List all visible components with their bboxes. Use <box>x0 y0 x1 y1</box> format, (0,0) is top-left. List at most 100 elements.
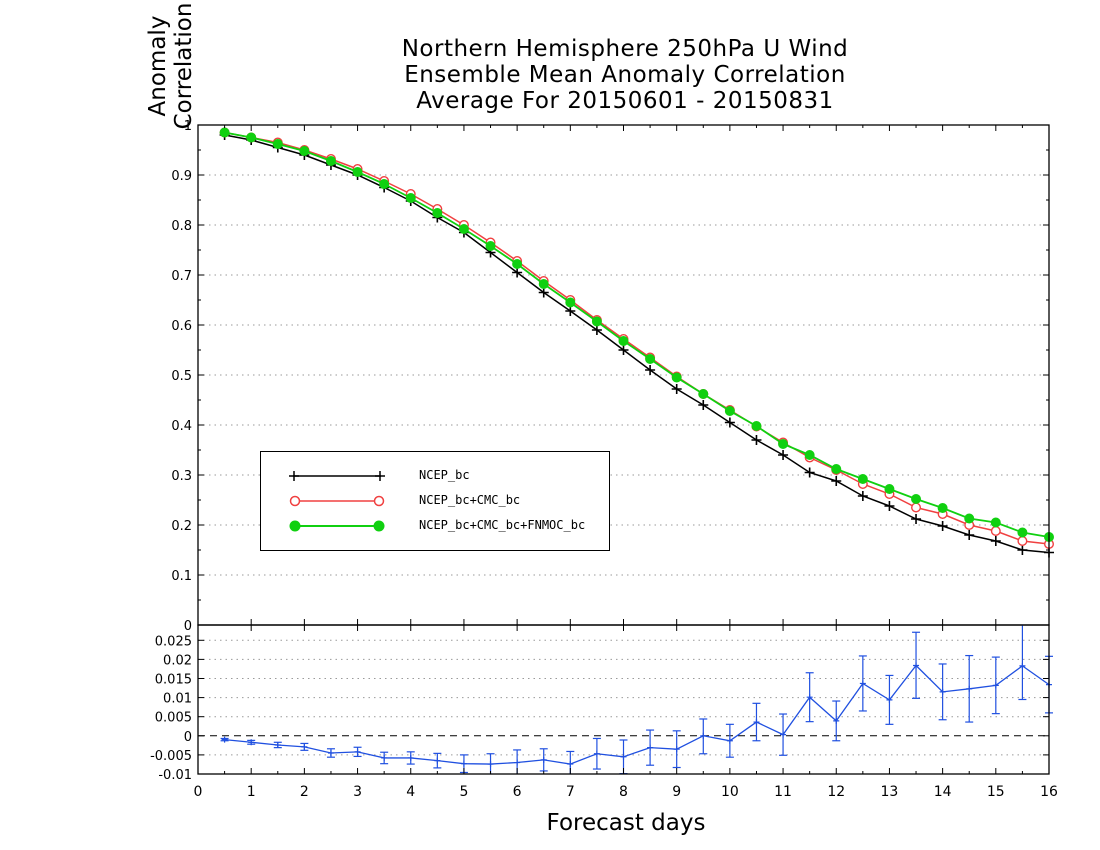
legend-entry-ncep-cmc-fnmoc: NCEP_bc+CMC_bc+FNMOC_bc <box>261 514 609 538</box>
difference-point <box>221 736 228 743</box>
x-tick-label: 13 <box>881 784 899 800</box>
x-tick-label: 9 <box>672 784 681 800</box>
y-tick-label: 0.005 <box>155 711 192 726</box>
difference-point <box>381 754 388 761</box>
difference-point <box>992 682 999 689</box>
x-tick-label: 12 <box>827 784 845 800</box>
y-tick-label: 0.3 <box>171 469 192 484</box>
x-tick-label: 4 <box>406 784 415 800</box>
x-tick-label: 6 <box>513 784 522 800</box>
difference-point <box>806 694 813 701</box>
point-ncep-cmc <box>990 526 1001 537</box>
difference-point <box>620 753 627 760</box>
difference-point <box>248 739 255 746</box>
point-ncep-cmc-fnmoc <box>379 179 390 189</box>
difference-point <box>673 746 680 753</box>
point-ncep <box>724 417 735 428</box>
difference-point <box>966 685 973 692</box>
y-tick-label: 0.5 <box>171 369 192 384</box>
point-ncep-cmc-fnmoc <box>804 450 815 460</box>
difference-line <box>224 664 1050 765</box>
point-ncep-cmc <box>1017 536 1028 547</box>
point-ncep-cmc-fnmoc <box>591 316 602 327</box>
point-ncep-cmc-fnmoc <box>458 224 469 234</box>
point-ncep-cmc-fnmoc <box>698 389 709 399</box>
point-ncep <box>618 345 629 355</box>
point-ncep <box>1017 545 1028 555</box>
legend-label-ncep-cmc-fnmoc: NCEP_bc+CMC_bc+FNMOC_bc <box>419 518 586 532</box>
point-ncep <box>591 325 602 335</box>
legend: NCEP_bc NCEP_bc+CMC_bc NCEP_bc+CMC_bc+FN… <box>260 451 610 551</box>
legend-swatch-ncep <box>289 471 385 481</box>
difference-point <box>567 761 574 768</box>
x-tick-label: 0 <box>194 784 203 800</box>
difference-point <box>1019 662 1026 669</box>
y-tick-label: 0 <box>184 730 192 745</box>
point-ncep <box>565 306 576 316</box>
y-tick-label: 0.01 <box>163 692 192 707</box>
difference-panel: -0.01 -0.005 0 0.005 0.01 0.015 0.02 0.025 <box>150 624 1053 783</box>
point-ncep-cmc-fnmoc <box>325 156 336 166</box>
point-ncep-cmc <box>911 502 922 513</box>
difference-point <box>753 719 760 726</box>
y-tick-label: 0.9 <box>171 169 192 184</box>
point-ncep-cmc-fnmoc <box>724 406 735 416</box>
difference-point <box>540 756 547 763</box>
y-tick-label: 0.2 <box>171 519 192 534</box>
point-ncep <box>698 400 709 410</box>
title-line-1: Northern Hemisphere 250hPa U Wind <box>401 36 849 62</box>
difference-point <box>647 744 654 751</box>
difference-point <box>780 731 787 738</box>
point-ncep-cmc-fnmoc <box>964 513 975 524</box>
x-tick-label: 2 <box>300 784 309 800</box>
point-ncep-cmc-fnmoc <box>857 474 868 484</box>
difference-point <box>327 749 334 756</box>
point-ncep <box>857 491 868 501</box>
y-tick-label: 0.1 <box>171 569 192 584</box>
y-tick-label: 0.6 <box>171 319 192 334</box>
point-ncep-cmc-fnmoc <box>565 297 576 308</box>
difference-point <box>700 732 707 739</box>
point-ncep <box>937 521 948 531</box>
point-ncep-cmc-fnmoc <box>990 517 1001 528</box>
point-ncep <box>990 536 1001 546</box>
difference-point <box>886 696 893 703</box>
title-line-2: Ensemble Mean Anomaly Correlation <box>404 62 846 88</box>
anomaly-correlation-panel: 0 0.1 0.2 0.3 0.4 0.5 0.6 0.7 0.8 0.9 1 <box>171 119 1054 634</box>
point-ncep-cmc-fnmoc <box>432 208 443 218</box>
y-tick-label: -0.005 <box>150 749 192 764</box>
point-ncep-cmc-fnmoc <box>485 241 496 251</box>
y-tick-label: 0.7 <box>171 269 192 284</box>
point-ncep <box>645 365 656 375</box>
x-tick-label: 11 <box>774 784 792 800</box>
x-tick-label: 14 <box>934 784 952 800</box>
difference-point <box>460 760 467 767</box>
legend-label-ncep: NCEP_bc <box>419 468 470 482</box>
x-tick-label: 7 <box>566 784 575 800</box>
point-ncep-cmc-fnmoc <box>937 503 948 513</box>
difference-point <box>434 757 441 764</box>
point-ncep-cmc-fnmoc <box>246 132 257 143</box>
y-tick-label: 1 <box>184 119 192 134</box>
difference-point <box>593 750 600 757</box>
y-tick-label: 0.025 <box>155 634 192 649</box>
point-ncep <box>512 267 523 278</box>
point-ncep-cmc-fnmoc <box>512 259 523 269</box>
x-tick-label: 8 <box>619 784 628 800</box>
x-tick-label: 16 <box>1040 784 1058 800</box>
difference-point <box>939 688 946 695</box>
difference-point <box>407 754 414 761</box>
point-ncep <box>911 514 922 524</box>
legend-swatch-ncep-cmc <box>289 495 385 507</box>
x-axis: 0 1 2 3 4 5 6 7 8 9 10 11 12 13 14 15 16 <box>194 125 1058 800</box>
legend-swatch-ncep-cmc-fnmoc <box>289 520 385 532</box>
difference-point <box>913 662 920 669</box>
x-axis-label: Forecast days <box>546 810 706 836</box>
point-ncep-cmc-fnmoc <box>1017 527 1028 538</box>
point-ncep-cmc-fnmoc <box>618 336 629 346</box>
x-tick-label: 15 <box>987 784 1005 800</box>
point-ncep-cmc-fnmoc <box>272 139 283 149</box>
difference-point <box>726 737 733 744</box>
point-ncep <box>671 384 682 394</box>
legend-entry-ncep-cmc: NCEP_bc+CMC_bc <box>261 489 609 513</box>
